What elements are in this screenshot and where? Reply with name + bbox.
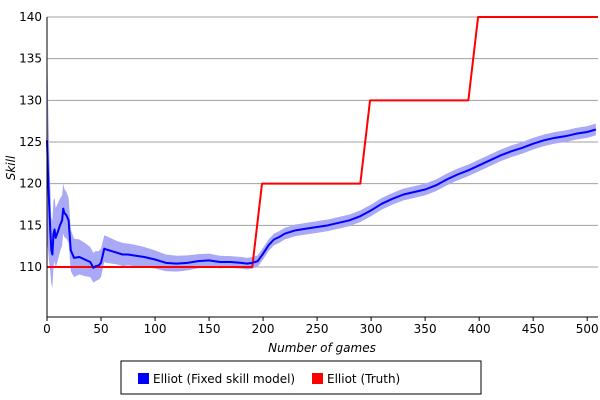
x-tick-label: 50 [93,322,108,336]
x-tick-label: 0 [43,322,51,336]
y-tick-label: 115 [19,218,42,232]
legend-label-truth: Elliot (Truth) [327,372,400,386]
x-tick-label: 100 [144,322,167,336]
y-tick-label: 120 [19,177,42,191]
x-tick-label: 300 [360,322,383,336]
x-tick-label: 500 [576,322,599,336]
x-tick-labels: 0 50 100 150 200 250 300 350 400 450 500 [43,317,599,336]
uncertainty-bands [47,40,596,288]
y-tick-label: 130 [19,93,42,107]
series-lines [46,16,598,269]
axes [46,17,598,318]
x-axis-title: Number of games [268,341,376,355]
band-series-0 [47,40,596,288]
y-tick-label: 135 [19,52,42,66]
x-tick-label: 200 [252,322,275,336]
legend: Elliot (Fixed skill model) Elliot (Truth… [120,360,482,395]
y-tick-label: 125 [19,135,42,149]
y-axis-title: Skill [4,155,18,180]
line-series-1 [47,16,598,268]
x-tick-label: 400 [468,322,491,336]
x-tick-label: 350 [414,322,437,336]
x-tick-label: 250 [306,322,329,336]
legend-swatch-truth [312,373,323,384]
legend-swatch-fixed-skill [138,373,149,384]
legend-box [120,360,482,395]
x-tick-label: 150 [198,322,221,336]
x-tick-label: 450 [522,322,545,336]
line-series-0 [46,128,597,269]
y-tick-label: 110 [19,260,42,274]
y-tick-labels: 110 115 120 125 130 135 140 [19,10,42,274]
y-tick-label: 140 [19,10,42,24]
legend-label-fixed-skill: Elliot (Fixed skill model) [153,372,295,386]
